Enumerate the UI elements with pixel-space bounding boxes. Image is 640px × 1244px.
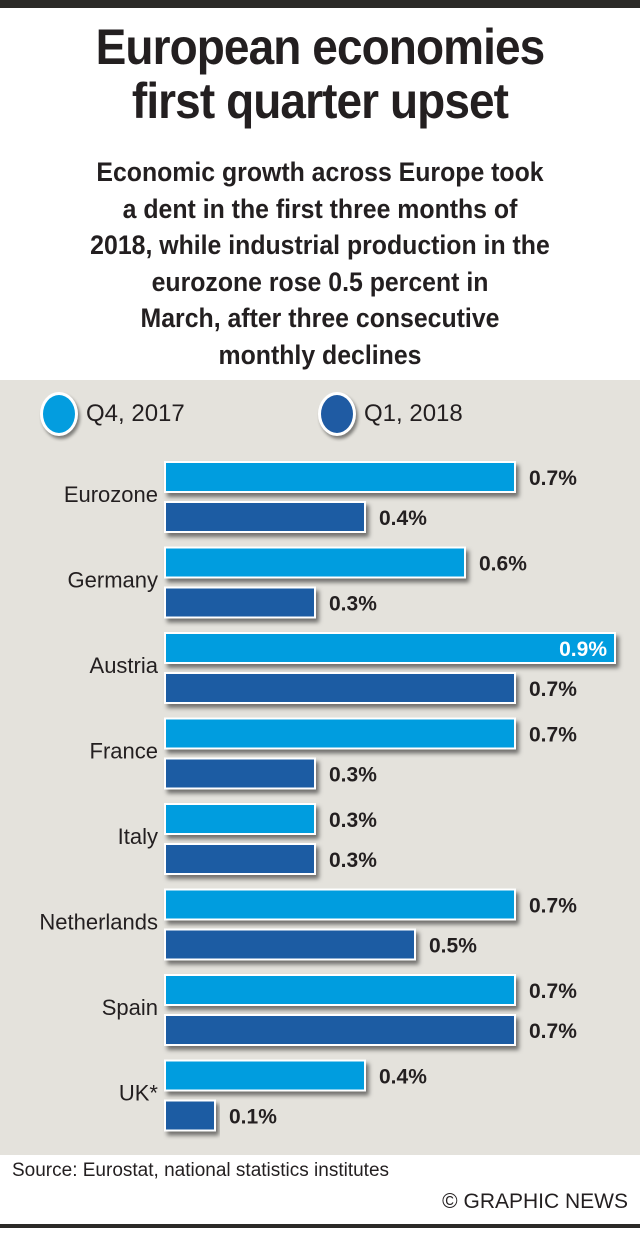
title-line: first quarter upset (131, 73, 509, 129)
bar-eurozone-q4-2017 (164, 461, 516, 493)
data-label-italy-q1-2018: 0.3% (329, 849, 377, 872)
subtitle-line: March, after three consecutive (140, 303, 500, 333)
category-label-uk: UK* (119, 1081, 159, 1106)
chart-title: European economies first quarter upset (26, 20, 615, 128)
category-label-netherlands: Netherlands (39, 910, 158, 935)
subtitle-line: monthly declines (218, 339, 422, 370)
bar-uk-q4-2017 (164, 1059, 366, 1092)
source-note: Source: Eurostat, national statistics in… (12, 1160, 390, 1181)
data-label-italy-q4-2017: 0.3% (329, 809, 377, 832)
data-label-france-q1-2018: 0.3% (329, 764, 377, 787)
bar-spain-q1-2018 (164, 1014, 516, 1046)
bar-germany-q1-2018 (164, 586, 316, 619)
bar-germany-q4-2017 (164, 546, 466, 579)
bar-spain-q4-2017 (164, 974, 516, 1006)
bar-italy-q1-2018 (164, 843, 316, 875)
data-label-uk-q4-2017: 0.4% (379, 1066, 427, 1089)
credit: © GRAPHIC NEWS (442, 1190, 628, 1213)
legend-item-q1-2018: Q1, 2018 (318, 392, 463, 436)
chart-subtitle: Economic growth across Europe took a den… (26, 154, 615, 373)
data-label-eurozone-q4-2017: 0.7% (529, 467, 577, 490)
legend-label: Q1, 2018 (364, 400, 463, 427)
data-label-eurozone-q1-2018: 0.4% (379, 507, 427, 530)
data-label-netherlands-q4-2017: 0.7% (529, 895, 577, 918)
data-label-france-q4-2017: 0.7% (529, 724, 577, 747)
subtitle-line: a dent in the first three months of (122, 193, 518, 224)
category-label-eurozone: Eurozone (64, 482, 158, 507)
bar-italy-q4-2017 (164, 803, 316, 835)
bar-chart: Eurozone 0.7% 0.4% Germany 0.6% 0.3% Austria 0.… (39, 461, 616, 1132)
bar-netherlands-q4-2017 (164, 888, 516, 921)
data-label-germany-q1-2018: 0.3% (329, 593, 377, 616)
subtitle-line: Economic growth across Europe took (96, 157, 544, 187)
bar-netherlands-q1-2018 (164, 928, 416, 961)
bar-austria-q1-2018 (164, 672, 516, 704)
subtitle-line: 2018, while industrial production in the (90, 230, 550, 260)
data-label-germany-q4-2017: 0.6% (479, 553, 527, 576)
legend-label: Q4, 2017 (86, 400, 185, 427)
category-label-germany: Germany (68, 568, 158, 593)
data-label-spain-q4-2017: 0.7% (529, 980, 577, 1003)
category-label-spain: Spain (102, 995, 158, 1020)
category-label-austria: Austria (90, 653, 159, 678)
subtitle-line: eurozone rose 0.5 percent in (151, 266, 489, 297)
category-label-italy: Italy (118, 824, 158, 849)
bar-austria-q4-2017 (164, 632, 616, 664)
legend-item-q4-2017: Q4, 2017 (40, 392, 185, 436)
data-label-austria-q1-2018: 0.7% (529, 678, 577, 701)
bar-france-q4-2017 (164, 717, 516, 750)
data-label-netherlands-q1-2018: 0.5% (429, 935, 477, 958)
data-label-austria-q4-2017: 0.9% (559, 638, 607, 661)
bar-uk-q1-2018 (164, 1099, 216, 1132)
bar-eurozone-q1-2018 (164, 501, 366, 533)
legend-swatch-q1-2018-icon (318, 392, 356, 436)
bottom-rule (0, 1224, 640, 1228)
data-label-uk-q1-2018: 0.1% (229, 1106, 277, 1129)
top-rule (0, 0, 640, 8)
bar-france-q1-2018 (164, 757, 316, 790)
legend-swatch-q4-2017-icon (40, 392, 78, 436)
data-label-spain-q1-2018: 0.7% (529, 1020, 577, 1043)
category-label-france: France (90, 739, 158, 764)
title-line: European economies (95, 19, 546, 75)
